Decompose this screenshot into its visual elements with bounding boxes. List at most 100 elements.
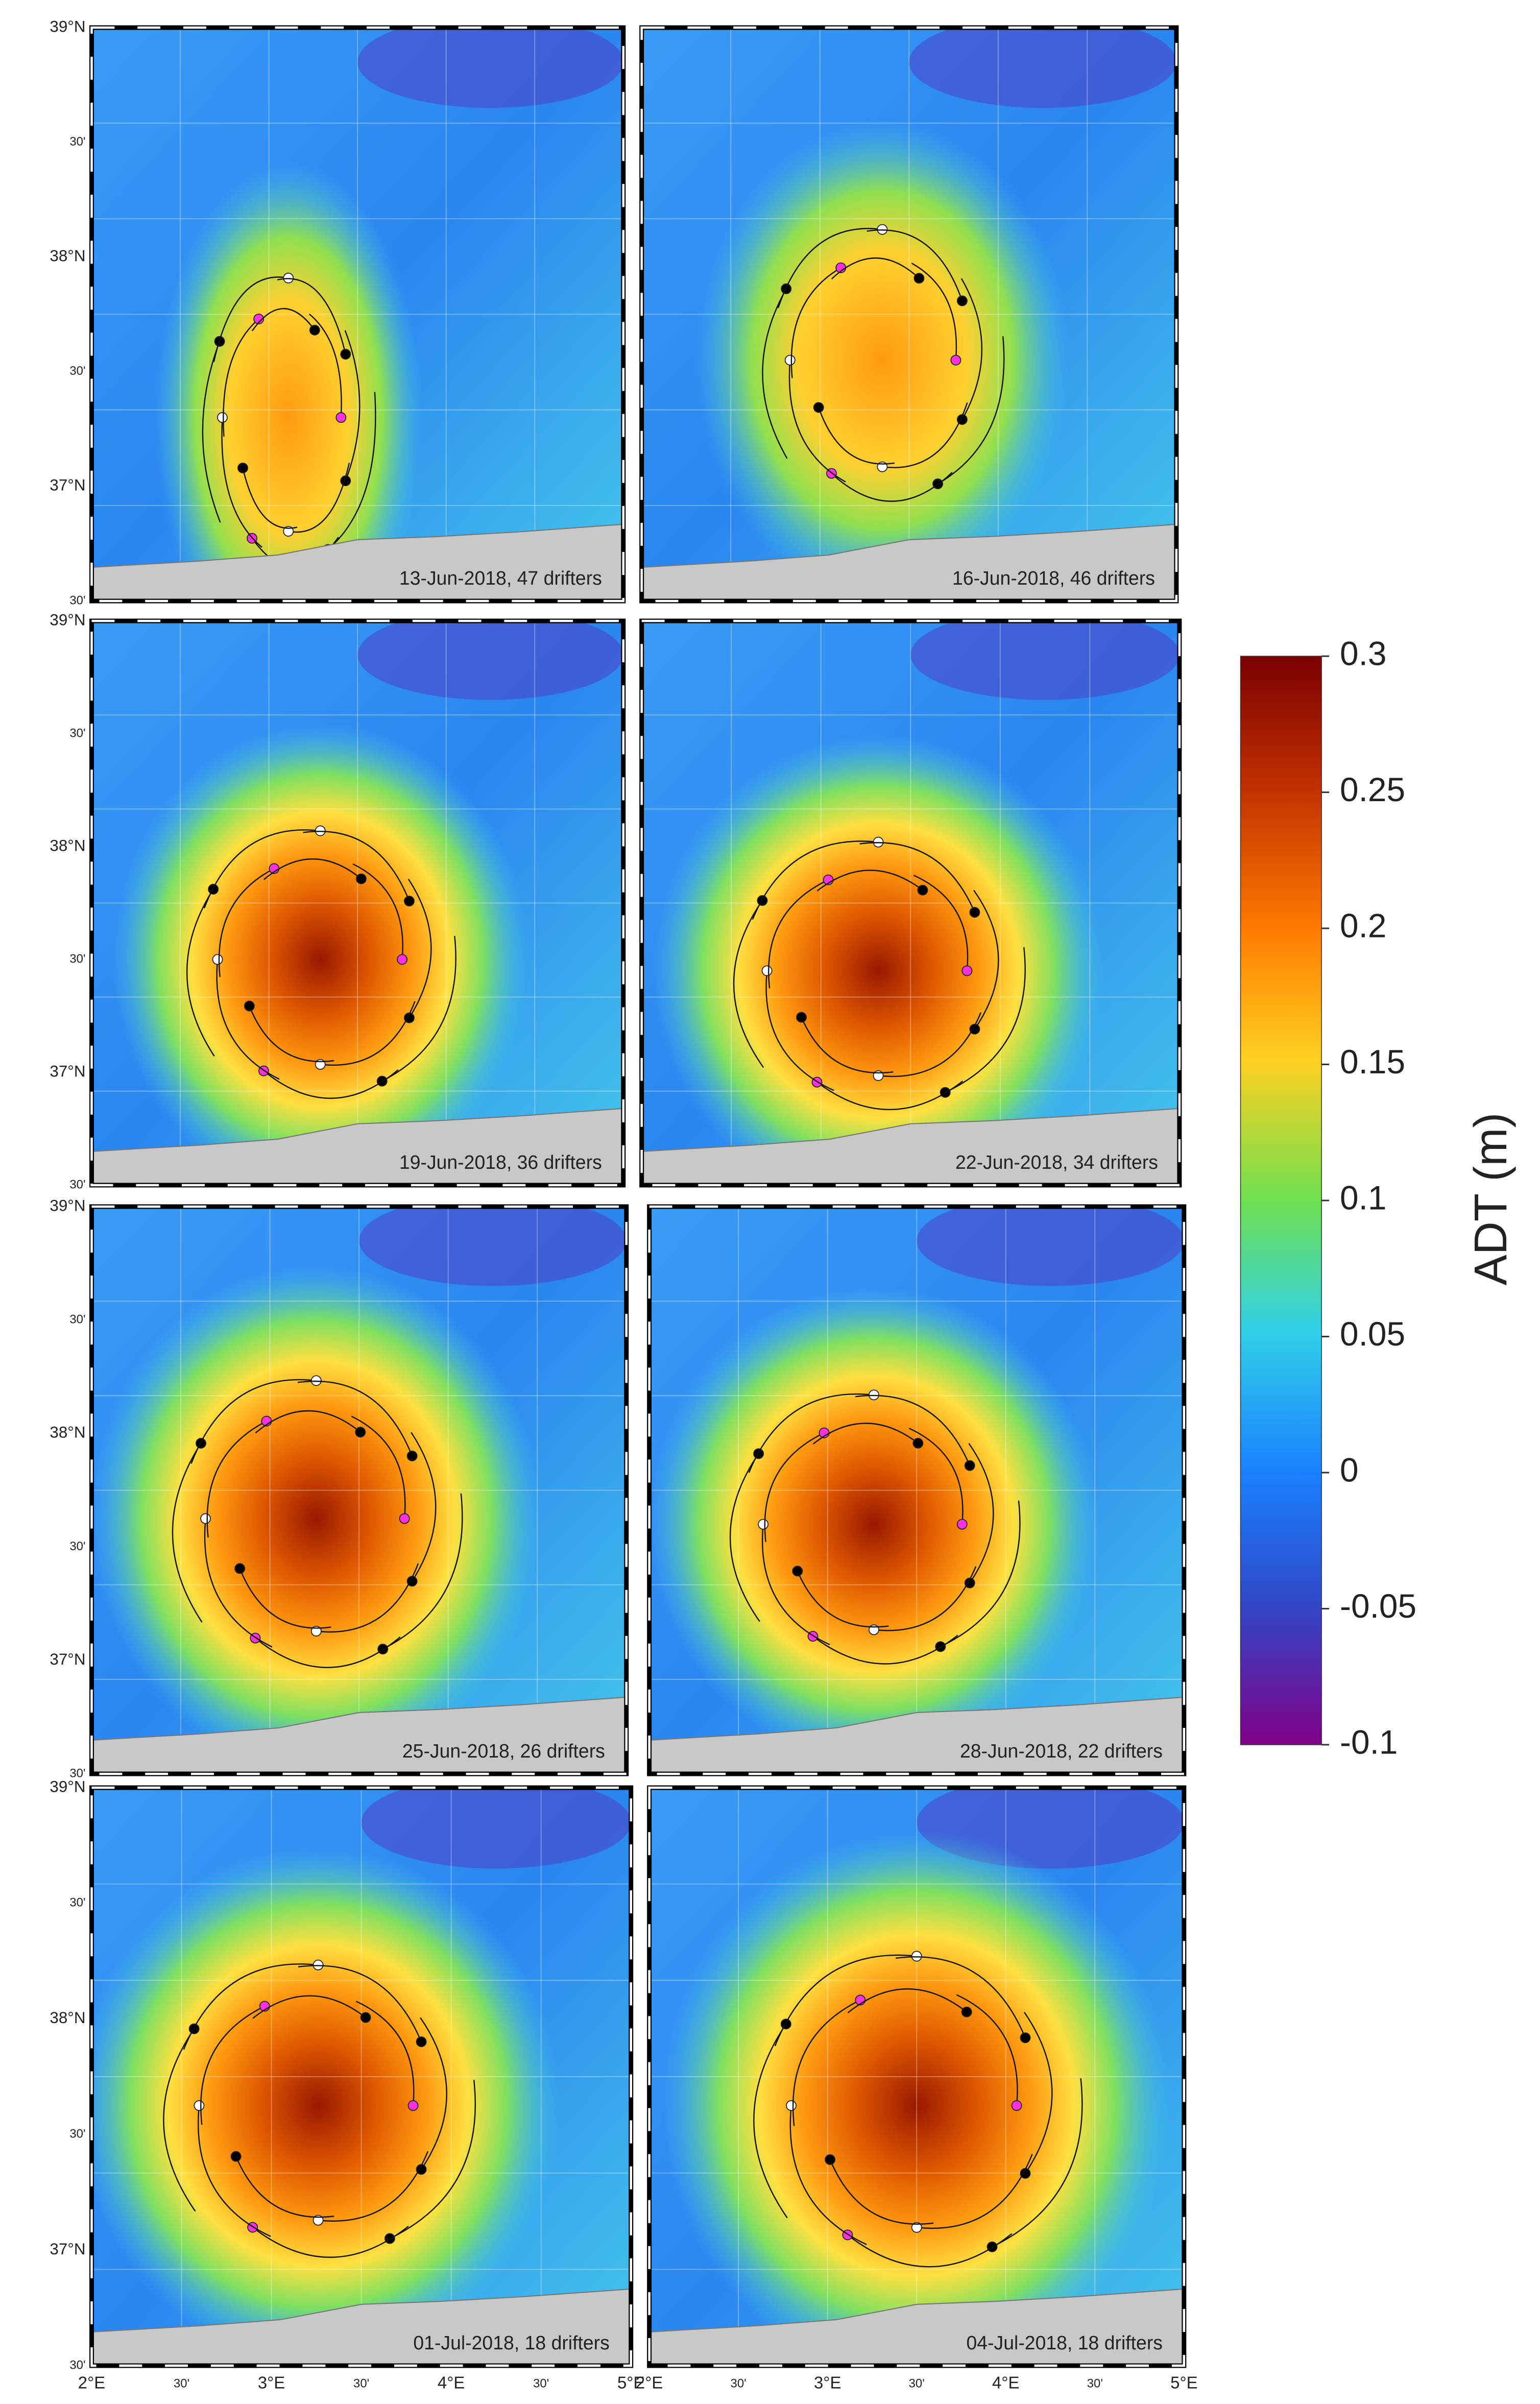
drifter: [216, 412, 228, 423]
drifter: [355, 1427, 366, 1438]
drifter: [399, 1513, 410, 1524]
map-panel: 04-Jul-2018, 18 drifters 2°E 30' 3°E 30' 4°E 3…: [636, 1785, 1198, 2392]
lat-label: 30': [69, 952, 85, 966]
panel-label: 01-Jul-2018, 18 drifters: [413, 2332, 609, 2353]
trajectory: [303, 830, 410, 902]
land: [649, 1696, 1184, 1774]
colorbar-tick-label: -0.1: [1340, 1723, 1398, 1761]
panel-border-ticks: [648, 1786, 1186, 2367]
lon-label: 5°E: [1170, 2373, 1197, 2392]
drifter: [335, 412, 347, 423]
trajectory: [774, 1954, 917, 2047]
trajectory: [420, 2017, 447, 2170]
lat-label: 30': [69, 1766, 85, 1780]
drifter: [964, 1577, 975, 1589]
trajectory: [309, 314, 342, 418]
trajectory: [206, 1421, 267, 1538]
lon-label: 2°E: [78, 2373, 105, 2392]
map-field: [649, 1207, 1184, 1774]
trajectory: [765, 970, 834, 1091]
land: [649, 2288, 1184, 2366]
trajectory: [878, 1012, 982, 1077]
trajectory: [200, 2005, 265, 2125]
land: [91, 523, 623, 601]
trajectory: [992, 2078, 1083, 2248]
drifter: [407, 2100, 419, 2111]
map-field: [641, 621, 1180, 1185]
trajectory: [218, 868, 275, 977]
trajectory: [277, 278, 346, 354]
trajectory: [761, 1524, 830, 1645]
drifter: [956, 295, 968, 306]
panel-border-ticks: [640, 26, 1178, 603]
trajectory: [908, 1428, 964, 1525]
lat-label: 38°N: [50, 247, 85, 265]
drifter: [784, 354, 796, 366]
lat-label: 38°N: [50, 1424, 85, 1441]
lat-label: 39°N: [50, 1777, 85, 1795]
trajectory: [316, 1563, 419, 1633]
lat-label: 30': [69, 1540, 85, 1553]
trajectory: [223, 318, 259, 437]
drifter: [961, 965, 973, 976]
colorbar-tick-label: 0.2: [1340, 906, 1387, 944]
trajectory: [973, 890, 999, 1030]
colorbar-tick-label: 0.15: [1340, 1043, 1405, 1080]
drifter: [786, 2100, 797, 2111]
trajectory: [382, 1493, 463, 1650]
trajectory: [768, 879, 829, 989]
trajectory: [788, 360, 846, 483]
drifter: [1020, 2032, 1031, 2044]
colorbar-label: ADT (m): [1465, 1113, 1517, 1286]
map-panel: 13-Jun-2018, 47 drifters 39°N 30' 38°N 30' 37…: [50, 17, 626, 607]
trajectory: [407, 878, 432, 1018]
panel-label: 13-Jun-2018, 47 drifters: [399, 567, 602, 589]
drifter: [761, 965, 773, 976]
trajectory: [831, 257, 920, 280]
panel-label: 22-Jun-2018, 34 drifters: [955, 1151, 1158, 1173]
trajectory: [389, 2080, 476, 2240]
low-adt: [917, 1207, 1184, 1286]
drifter: [1011, 2100, 1022, 2111]
trajectory: [235, 2156, 334, 2218]
lat-label: 30': [69, 726, 85, 740]
adt-eddy: [91, 1846, 560, 2365]
lat-label: 39°N: [50, 17, 85, 35]
lon-label: 4°E: [438, 2373, 465, 2392]
drifter: [911, 1951, 922, 1962]
drifter: [813, 402, 824, 413]
trajectory: [297, 1380, 413, 1456]
panel-border: [89, 1204, 629, 1776]
drifter: [355, 873, 367, 884]
trajectory: [186, 888, 215, 1057]
trajectory: [913, 875, 969, 971]
map-field: [649, 1787, 1184, 2366]
low-adt: [361, 1787, 631, 1869]
drifter: [234, 1563, 246, 1574]
trajectory: [263, 1069, 399, 1099]
trajectory: [202, 341, 221, 523]
trajectory: [298, 1965, 422, 2042]
trajectory: [221, 417, 262, 548]
trajectory: [829, 2159, 934, 2225]
land: [641, 523, 1176, 601]
colorbar-tick-label: -0.05: [1340, 1587, 1416, 1625]
trajectory: [812, 1423, 919, 1445]
panel-border: [89, 618, 626, 1188]
drifter: [230, 2151, 242, 2162]
panel-label: 16-Jun-2018, 46 drifters: [952, 567, 1155, 589]
trajectory: [318, 2151, 429, 2222]
drifter: [212, 954, 223, 965]
trajectory: [249, 1005, 334, 1063]
panel-label: 04-Jul-2018, 18 drifters: [966, 2332, 1162, 2353]
drifter: [961, 2006, 972, 2017]
map-panel: 19-Jun-2018, 36 drifters 39°N 30' 38°N 30' 37…: [50, 611, 626, 1191]
lon-label: 30': [533, 2376, 549, 2390]
map-panel: 16-Jun-2018, 46 drifters: [639, 25, 1179, 604]
trajectory: [792, 1999, 861, 2126]
lat-label: 37°N: [50, 1062, 85, 1080]
lon-label: 3°E: [814, 2373, 841, 2392]
colorbar-tick-label: 0: [1340, 1451, 1359, 1488]
trajectory: [263, 858, 362, 880]
lat-label: 30': [69, 1896, 85, 1910]
